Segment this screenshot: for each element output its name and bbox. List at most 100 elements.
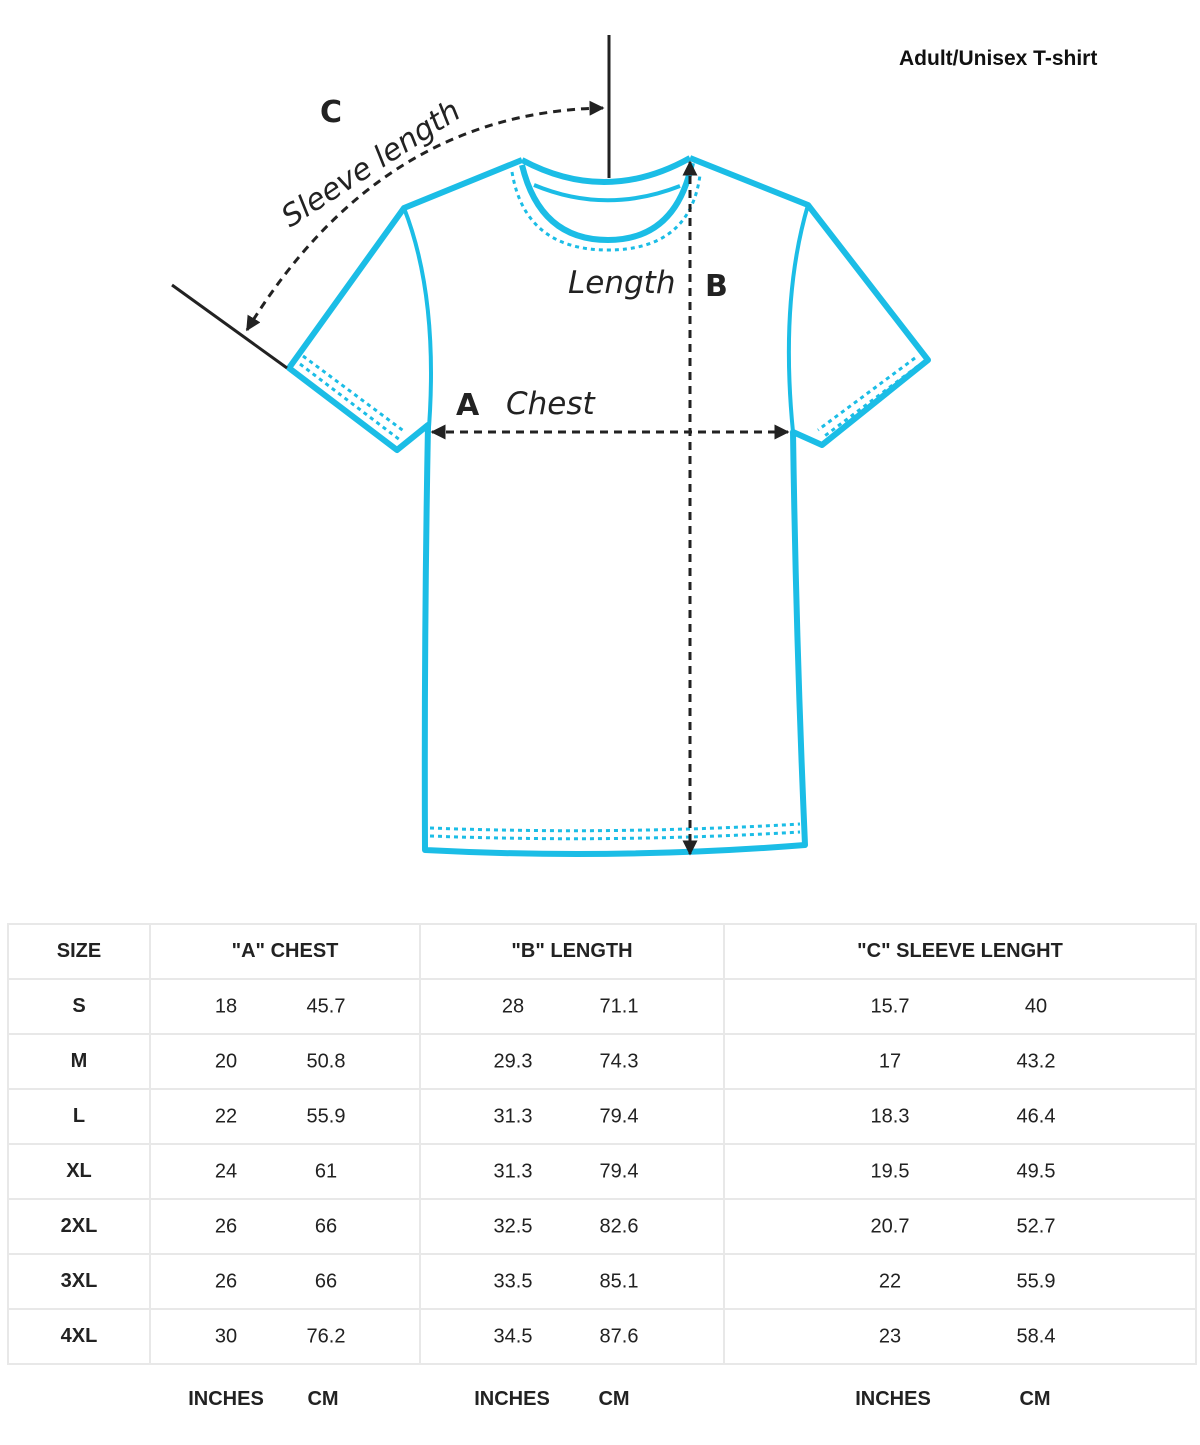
sleeve-cm-value: 49.5 <box>1016 1160 1056 1182</box>
shirt-outline <box>286 155 931 857</box>
length-cm-value: 71.1 <box>599 995 639 1017</box>
sleeve-cell: 20.7 52.7 <box>723 1198 1197 1255</box>
header-length: "B" LENGTH <box>419 923 725 980</box>
length-label: Length <box>568 265 675 301</box>
chest-cell: 20 50.8 <box>149 1033 421 1090</box>
sleeve-inches-value: 20.7 <box>870 1215 910 1237</box>
sleeve-cm-value: 52.7 <box>1016 1215 1056 1237</box>
table-row: 3XL 26 66 33.5 85.1 22 55.9 <box>7 1253 1197 1310</box>
size-cell: XL <box>7 1143 151 1200</box>
chest-cell: 26 66 <box>149 1198 421 1255</box>
units-row: INCHES CM INCHES CM INCHES CM <box>0 1388 1200 1418</box>
length-cell: 33.5 85.1 <box>419 1253 725 1310</box>
sleeve-reference-line-bottom <box>171 283 288 370</box>
chest-inches-value: 26 <box>214 1215 238 1237</box>
chart-title: Adult/Unisex T-shirt <box>899 47 1098 70</box>
length-cell: 32.5 82.6 <box>419 1198 725 1255</box>
size-cell: L <box>7 1088 151 1145</box>
length-cell: 29.3 74.3 <box>419 1033 725 1090</box>
size-cell: 3XL <box>7 1253 151 1310</box>
table-row: L 22 55.9 31.3 79.4 18.3 46.4 <box>7 1088 1197 1145</box>
table-row: 4XL 30 76.2 34.5 87.6 23 58.4 <box>7 1308 1197 1365</box>
sleeve-inches-value: 15.7 <box>870 995 910 1017</box>
header-sleeve: "C" SLEEVE LENGHT <box>723 923 1197 980</box>
table-row: 2XL 26 66 32.5 82.6 20.7 52.7 <box>7 1198 1197 1255</box>
size-table: SIZE "A" CHEST "B" LENGTH "C" SLEEVE LEN… <box>7 923 1197 1365</box>
chest-label: Chest <box>506 386 597 422</box>
length-inches-unit: INCHES <box>474 1388 550 1410</box>
chest-cell: 18 45.7 <box>149 978 421 1035</box>
sleeve-cm-value: 58.4 <box>1016 1325 1056 1347</box>
size-cell: M <box>7 1033 151 1090</box>
chest-cm-value: 55.9 <box>306 1105 346 1127</box>
table-row: M 20 50.8 29.3 74.3 17 43.2 <box>7 1033 1197 1090</box>
length-cm-value: 82.6 <box>599 1215 639 1237</box>
sleeve-cm-value: 43.2 <box>1016 1050 1056 1072</box>
chest-cm-value: 45.7 <box>306 995 346 1017</box>
chest-cm-value: 61 <box>314 1160 338 1182</box>
length-inches-value: 32.5 <box>493 1215 533 1237</box>
length-cm-value: 85.1 <box>599 1270 639 1292</box>
length-inches-value: 34.5 <box>493 1325 533 1347</box>
chest-cm-value: 76.2 <box>306 1325 346 1347</box>
chest-inches-value: 22 <box>214 1105 238 1127</box>
sleeve-cell: 19.5 49.5 <box>723 1143 1197 1200</box>
sleeve-inches-unit: INCHES <box>855 1388 931 1410</box>
chest-cell: 24 61 <box>149 1143 421 1200</box>
chest-cm-unit: CM <box>307 1388 339 1410</box>
chest-cell: 30 76.2 <box>149 1308 421 1365</box>
size-cell: 4XL <box>7 1308 151 1365</box>
length-inches-value: 29.3 <box>493 1050 533 1072</box>
length-cell: 31.3 79.4 <box>419 1088 725 1145</box>
sleeve-cm-value: 55.9 <box>1016 1270 1056 1292</box>
length-cell: 28 71.1 <box>419 978 725 1035</box>
size-cell: S <box>7 978 151 1035</box>
sleeve-inches-value: 19.5 <box>870 1160 910 1182</box>
length-cell: 34.5 87.6 <box>419 1308 725 1365</box>
header-chest: "A" CHEST <box>149 923 421 980</box>
sleeve-cm-value: 46.4 <box>1016 1105 1056 1127</box>
table-row: S 18 45.7 28 71.1 15.7 40 <box>7 978 1197 1035</box>
table-row: XL 24 61 31.3 79.4 19.5 49.5 <box>7 1143 1197 1200</box>
sleeve-inches-value: 23 <box>878 1325 902 1347</box>
chest-cm-value: 50.8 <box>306 1050 346 1072</box>
sleeve-cell: 17 43.2 <box>723 1033 1197 1090</box>
sleeve-label: Sleeve length <box>275 93 467 234</box>
sleeve-letter: C <box>320 95 342 130</box>
sleeve-cm-unit: CM <box>1019 1388 1051 1410</box>
sleeve-inches-value: 22 <box>878 1270 902 1292</box>
length-inches-value: 28 <box>501 995 525 1017</box>
length-cm-value: 79.4 <box>599 1160 639 1182</box>
length-cm-value: 79.4 <box>599 1105 639 1127</box>
chest-inches-value: 30 <box>214 1325 238 1347</box>
length-inches-value: 33.5 <box>493 1270 533 1292</box>
chest-inches-value: 26 <box>214 1270 238 1292</box>
sleeve-inches-value: 17 <box>878 1050 902 1072</box>
length-letter: B <box>705 269 728 304</box>
sleeve-cell: 22 55.9 <box>723 1253 1197 1310</box>
chest-cm-value: 66 <box>314 1270 338 1292</box>
length-cm-value: 74.3 <box>599 1050 639 1072</box>
length-inches-value: 31.3 <box>493 1105 533 1127</box>
length-cell: 31.3 79.4 <box>419 1143 725 1200</box>
chest-inches-unit: INCHES <box>188 1388 264 1410</box>
sleeve-length-arrow <box>245 100 605 332</box>
length-cm-unit: CM <box>598 1388 630 1410</box>
sleeve-cm-value: 40 <box>1024 995 1048 1017</box>
chest-cell: 26 66 <box>149 1253 421 1310</box>
chest-cm-value: 66 <box>314 1215 338 1237</box>
chest-inches-value: 18 <box>214 995 238 1017</box>
sleeve-cell: 23 58.4 <box>723 1308 1197 1365</box>
sleeve-cell: 18.3 46.4 <box>723 1088 1197 1145</box>
length-inches-value: 31.3 <box>493 1160 533 1182</box>
size-cell: 2XL <box>7 1198 151 1255</box>
table-header-row: SIZE "A" CHEST "B" LENGTH "C" SLEEVE LEN… <box>7 923 1197 980</box>
chest-inches-value: 24 <box>214 1160 238 1182</box>
length-cm-value: 87.6 <box>599 1325 639 1347</box>
chest-inches-value: 20 <box>214 1050 238 1072</box>
chest-letter: A <box>456 388 480 423</box>
sleeve-cell: 15.7 40 <box>723 978 1197 1035</box>
header-size: SIZE <box>7 923 151 980</box>
tshirt-diagram: C Sleeve length Length B A Chest <box>171 35 931 857</box>
sleeve-inches-value: 18.3 <box>870 1105 910 1127</box>
